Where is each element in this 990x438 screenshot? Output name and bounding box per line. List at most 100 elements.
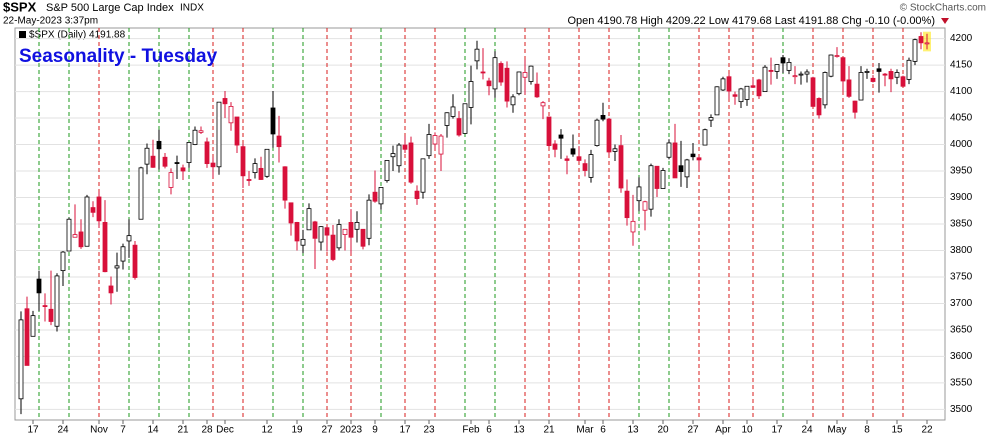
candle-body (222, 98, 228, 105)
candle-body (42, 305, 48, 307)
candle-body (366, 199, 372, 239)
x-tick-label: 17 (771, 425, 783, 436)
y-tick-label: 3500 (950, 404, 973, 415)
candle-body (84, 196, 90, 247)
candle-body (600, 115, 606, 120)
candle-body (126, 235, 132, 242)
candle-body (156, 140, 162, 150)
y-tick-label: 3600 (950, 351, 973, 362)
candle-body (114, 265, 120, 269)
security-name: S&P 500 Large Cap Index (46, 2, 174, 14)
legend-swatch (19, 31, 26, 38)
candle-body (24, 308, 30, 366)
candle-body (552, 143, 558, 150)
candle-body (870, 77, 876, 82)
candle-body (468, 81, 474, 108)
y-tick-label: 3950 (950, 166, 973, 177)
candle-body (642, 201, 648, 211)
candle-body (810, 77, 816, 107)
candle-body (618, 145, 624, 189)
candle-body (66, 218, 72, 252)
x-tick-label: 17 (399, 425, 411, 436)
candle-body (384, 160, 390, 181)
candle-body (216, 101, 222, 168)
x-tick-label: Apr (715, 425, 731, 436)
candle-body (510, 96, 516, 106)
candle-body (846, 79, 852, 97)
x-tick-label: 27 (687, 425, 699, 436)
y-tick-label: 3800 (950, 245, 973, 256)
candle-body (744, 85, 750, 100)
candle-body (828, 54, 834, 77)
candle-body (210, 162, 216, 168)
candle-body (30, 315, 36, 337)
candle-body (240, 146, 246, 177)
x-tick-label: May (828, 425, 847, 436)
candle-body (648, 165, 654, 210)
candle-body (180, 167, 186, 172)
candle-body (522, 72, 528, 78)
candle-body (264, 148, 270, 177)
candle-body (504, 67, 510, 102)
candle-body (780, 57, 786, 64)
candle-body (582, 163, 588, 171)
candle-body (732, 94, 738, 97)
candle-body (186, 142, 192, 163)
x-tick-label: 9 (372, 425, 378, 436)
candle-body (96, 196, 102, 222)
candle-body (876, 68, 882, 72)
x-tick-label: Nov (90, 425, 108, 436)
candle-body (252, 163, 258, 174)
x-tick-label: Mar (576, 425, 594, 436)
x-tick-label: 24 (801, 425, 813, 436)
candle-body (192, 129, 198, 145)
x-tick-label: 7 (120, 425, 126, 436)
candle-body (462, 103, 468, 134)
chart-title: Seasonality - Tuesday (19, 46, 218, 67)
candle-body (138, 167, 144, 220)
candle-body (324, 227, 330, 236)
x-tick-label: 8 (864, 425, 870, 436)
candle-body (336, 224, 342, 249)
candle-body (276, 135, 282, 148)
candle-body (834, 55, 840, 57)
candle-body (486, 80, 492, 87)
candle-body (474, 48, 480, 62)
candle-body (198, 130, 204, 133)
candle-body (456, 118, 462, 136)
candle-body (576, 156, 582, 161)
candle-body (864, 71, 870, 73)
candle-body (72, 234, 78, 238)
candle-body (480, 71, 486, 74)
candle-body (342, 228, 348, 235)
y-tick-label: 3850 (950, 219, 973, 230)
candle-body (288, 202, 294, 224)
candle-body (726, 76, 732, 92)
candle-body (900, 76, 906, 87)
y-tick-label: 4050 (950, 113, 973, 124)
candle-body (426, 134, 432, 157)
candle-body (792, 75, 798, 78)
y-tick-label: 3650 (950, 325, 973, 336)
candle-body (420, 158, 426, 193)
candle-body (666, 142, 672, 158)
copyright: © StockCharts.com (900, 3, 986, 14)
candle-body (306, 208, 312, 231)
candle-body (246, 179, 252, 181)
x-tick-label: 17 (27, 425, 39, 436)
candle-body (498, 63, 504, 83)
candle-body (750, 85, 756, 88)
candle-body (714, 86, 720, 116)
x-tick-label: 10 (741, 425, 753, 436)
candle-body (858, 72, 864, 101)
candle-body (438, 135, 444, 155)
candle-body (534, 83, 540, 98)
candle-body (516, 71, 522, 95)
legend: $SPX (Daily) 4191.88 (29, 30, 126, 41)
candle-body (348, 222, 354, 238)
candle-body (372, 191, 378, 202)
candle-body (894, 72, 900, 78)
candle-body (360, 228, 366, 247)
candle-body (174, 162, 180, 164)
